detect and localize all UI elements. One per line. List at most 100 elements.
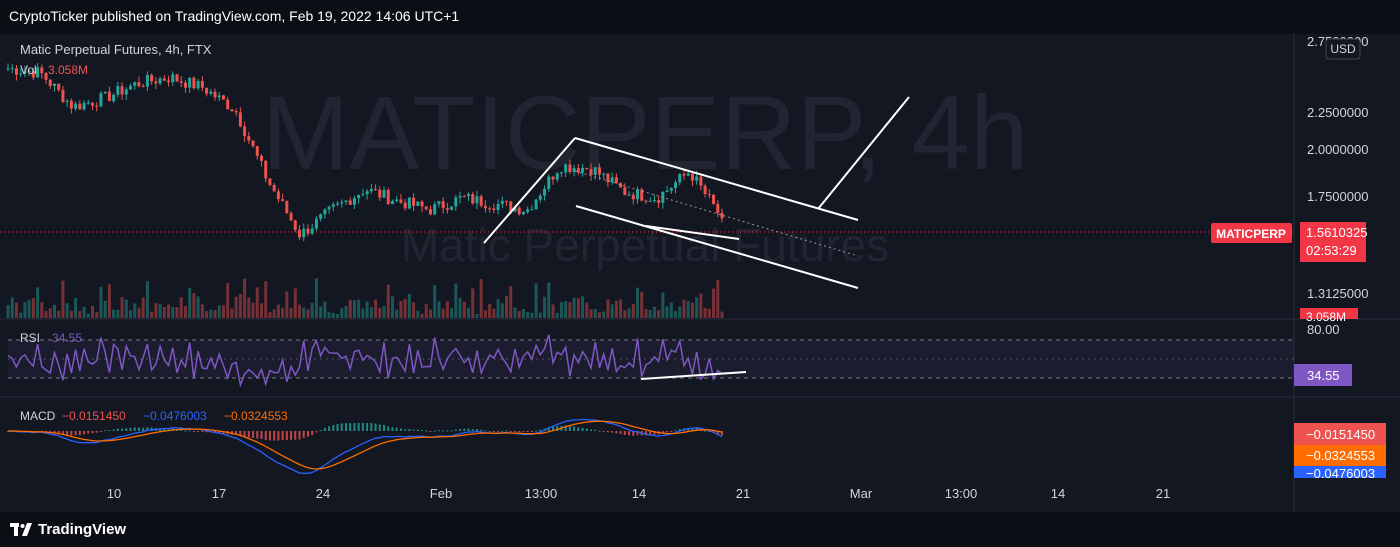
volume-bar — [640, 291, 644, 318]
time-tick: 14 — [1051, 486, 1065, 501]
macd-tag-1 — [1294, 423, 1386, 445]
candle-body — [116, 86, 120, 95]
time-tick: 10 — [107, 486, 121, 501]
tradingview-logo[interactable]: TradingView — [10, 521, 126, 538]
candle-body — [234, 111, 238, 113]
candle-body — [158, 78, 162, 84]
volume-bar — [437, 301, 441, 318]
candle-body — [627, 194, 631, 196]
time-tick: 17 — [212, 486, 226, 501]
candle-body — [572, 168, 576, 172]
volume-legend-label[interactable]: Vol — [20, 63, 37, 77]
candle-body — [424, 206, 428, 210]
candle-body — [695, 176, 699, 181]
macd-histogram-bar — [704, 430, 707, 432]
volume-bar — [319, 306, 323, 318]
volume-bar — [467, 307, 471, 318]
macd-histogram-bar — [264, 431, 267, 440]
macd-histogram-bar — [661, 431, 664, 434]
chart-svg[interactable]: MATICPERP, 4h Matic Perpetual Futures Ma… — [0, 34, 1400, 512]
macd-histogram-bar — [518, 431, 521, 432]
macd-legend-label[interactable]: MACD — [20, 409, 56, 423]
macd-histogram-bar — [49, 431, 52, 433]
candle-body — [327, 206, 331, 210]
volume-bar — [36, 287, 40, 318]
candle-body — [441, 201, 445, 209]
macd-histogram-bar — [290, 431, 293, 440]
wedge-support-line[interactable] — [645, 225, 740, 240]
flagpole-line[interactable] — [483, 137, 576, 244]
macd-histogram-bar — [180, 429, 183, 431]
candle-body — [488, 208, 492, 210]
currency-label: USD — [1330, 42, 1356, 56]
candle-body — [14, 68, 18, 75]
breakout-projection-line[interactable] — [817, 96, 910, 210]
macd-signal-line — [8, 420, 723, 470]
macd-histogram-bar — [142, 427, 145, 431]
volume-bar — [48, 308, 52, 318]
volume-bar — [619, 299, 623, 318]
price-axis[interactable]: 2.7500000 2.2500000 2.0000000 1.7500000 … — [1307, 34, 1368, 301]
candle-body — [593, 167, 597, 175]
candle-body — [78, 103, 82, 110]
macd-histogram-bar — [336, 424, 339, 431]
volume-bar — [365, 301, 369, 318]
macd-histogram-bar — [235, 431, 238, 435]
currency-button[interactable] — [1325, 38, 1361, 60]
candle-body — [395, 199, 399, 201]
candles — [6, 63, 724, 242]
macd-histogram-bar — [91, 431, 94, 434]
volume-bar — [188, 287, 192, 318]
macd-histogram-bar — [302, 431, 305, 438]
volume-bar — [243, 278, 247, 318]
volume-bar — [386, 284, 390, 318]
volume-bar — [462, 301, 466, 318]
candle-body — [137, 82, 141, 86]
macd-histogram-bar — [666, 431, 669, 433]
chart-area[interactable]: MATICPERP, 4h Matic Perpetual Futures Ma… — [0, 34, 1400, 512]
candle-body — [99, 93, 103, 107]
candle-body — [559, 172, 563, 174]
volume-bar — [534, 283, 538, 318]
channel-mid-line[interactable] — [574, 170, 859, 257]
channel-upper-line[interactable] — [574, 137, 859, 221]
macd-histogram-bar — [628, 431, 631, 436]
macd-histogram-bar — [268, 431, 271, 441]
macd-histogram-bar — [99, 431, 102, 432]
volume-bar — [137, 307, 141, 318]
candle-body — [547, 176, 551, 189]
volume-bar — [420, 313, 424, 318]
macd-histogram-bar — [328, 426, 331, 431]
volume-bar — [682, 299, 686, 318]
symbol-legend[interactable]: Matic Perpetual Futures, 4h, FTX — [20, 42, 212, 57]
publish-info: CryptoTicker published on TradingView.co… — [9, 8, 460, 24]
macd-histogram-bar — [590, 429, 593, 431]
time-axis[interactable]: 10 17 24 Feb 13:00 14 21 Mar 13:00 14 21 — [107, 486, 1170, 501]
candle-body — [205, 87, 209, 94]
macd-histogram-bar — [721, 431, 723, 436]
macd-histogram-bar — [488, 430, 491, 432]
macd-histogram-bar — [188, 430, 191, 432]
volume-bar — [559, 302, 563, 318]
candle-body — [344, 200, 348, 203]
macd-histogram-bar — [159, 428, 162, 431]
candle-body — [103, 91, 107, 94]
rsi-legend-label[interactable]: RSI — [20, 331, 40, 345]
volume-bar — [348, 299, 352, 318]
candle-body — [555, 173, 559, 180]
volume-bar — [196, 296, 200, 318]
time-tick: 13:00 — [945, 486, 978, 501]
time-tick: 13:00 — [525, 486, 558, 501]
candle-body — [154, 81, 158, 84]
volume-bar — [154, 303, 158, 318]
macd-histogram-bar — [615, 431, 618, 434]
candle-body — [255, 146, 259, 156]
candle-body — [112, 94, 116, 102]
channel-lower-line[interactable] — [575, 205, 859, 289]
rsi-trendline[interactable] — [640, 371, 747, 380]
macd-histogram-bar — [653, 431, 656, 435]
volume-bar — [306, 309, 310, 318]
volume-bar — [407, 293, 411, 318]
drawings[interactable] — [483, 96, 910, 289]
candle-body — [475, 196, 479, 204]
